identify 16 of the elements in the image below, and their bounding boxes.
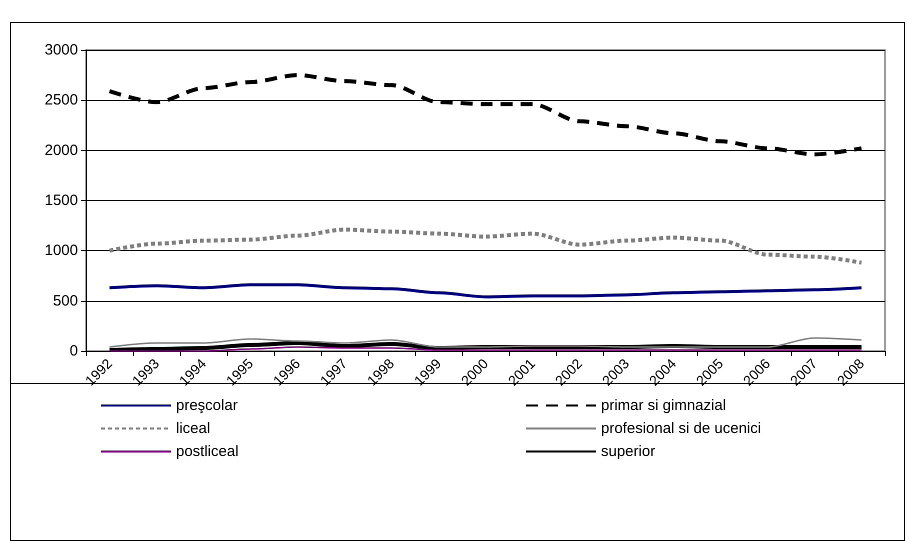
y-tick-label: 500	[52, 292, 78, 310]
y-tick-label: 0	[70, 342, 78, 360]
y-tick-label: 2500	[44, 92, 78, 109]
legend-label: preşcolar	[176, 397, 238, 414]
legend-label: liceal	[176, 420, 210, 437]
legend-label: primar si gimnazial	[601, 397, 726, 414]
y-tick-label: 1000	[44, 242, 78, 260]
y-tick-label: 1500	[44, 192, 78, 209]
legend-label: postliceal	[176, 443, 239, 460]
line-series	[108, 228, 864, 265]
line-series	[108, 337, 862, 348]
y-tick-label: 2000	[44, 142, 78, 159]
line-series	[108, 283, 863, 298]
legend-label: superior	[601, 443, 656, 460]
y-tick-label: 3000	[44, 42, 78, 58]
legend-label: profesional si de ucenici	[601, 420, 762, 437]
